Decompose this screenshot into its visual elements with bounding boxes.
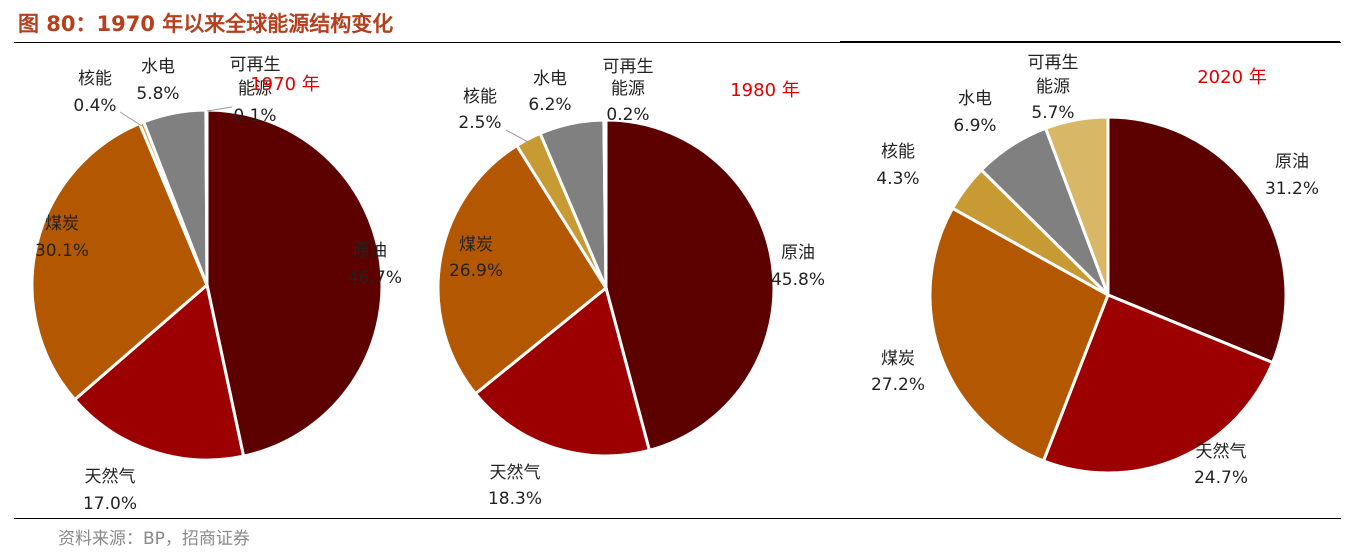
slice-label-renewables-line2: 能源 [1036, 77, 1070, 97]
slice-natural-gas [72, 282, 246, 462]
slice-label-renewables-line2: 能源 [238, 79, 272, 99]
slice-crude-oil [205, 108, 384, 458]
slice-value-hydro: 6.2% [528, 95, 571, 115]
slice-label-crude-oil: 原油 [781, 243, 815, 263]
slice-value-coal: 30.1% [35, 241, 89, 261]
slice-value-hydro: 5.8% [136, 84, 179, 104]
slice-value-nuclear: 2.5% [458, 113, 501, 133]
slice-label-nuclear: 核能 [78, 69, 112, 89]
leader-line-nuclear [505, 129, 529, 143]
slice-label-renewables-line2: 能源 [611, 79, 645, 99]
chart-year-label: 2020 年 [1197, 67, 1267, 88]
slice-natural-gas [1041, 293, 1275, 475]
slice-label-natural-gas: 天然气 [85, 467, 136, 487]
leader-line-nuclear [119, 111, 143, 127]
slice-label-natural-gas: 天然气 [490, 463, 541, 483]
leader-line-renewables [206, 106, 233, 112]
slice-label-coal: 煤炭 [459, 235, 493, 255]
slice-renewables [204, 108, 209, 286]
slice-renewables [1043, 115, 1110, 296]
slice-value-coal: 27.2% [871, 375, 925, 395]
slice-value-renewables: 5.7% [1031, 103, 1074, 123]
slice-label-crude-oil: 原油 [1275, 152, 1309, 172]
slice-crude-oil [604, 118, 776, 453]
slice-crude-oil [1106, 115, 1288, 365]
slice-label-coal: 煤炭 [45, 214, 79, 234]
slice-value-coal: 26.9% [449, 261, 503, 281]
slice-label-natural-gas: 天然气 [1196, 442, 1247, 462]
slice-coal [30, 121, 209, 402]
slice-label-renewables: 可再生 [1028, 53, 1079, 73]
slice-label-nuclear: 核能 [463, 87, 497, 107]
slice-value-hydro: 6.9% [953, 116, 996, 136]
slice-coal [436, 143, 608, 396]
slice-label-hydro: 水电 [141, 57, 175, 77]
slice-value-crude-oil: 45.8% [771, 270, 825, 290]
slice-label-hydro: 水电 [533, 69, 567, 89]
slice-renewables [602, 118, 608, 289]
chart-year-label: 1980 年 [730, 80, 800, 101]
slice-value-crude-oil: 46.7% [348, 268, 402, 288]
figure-title: 图 80：1970 年以来全球能源结构变化 [18, 12, 394, 36]
slice-natural-gas [473, 285, 652, 458]
slice-label-nuclear: 核能 [881, 142, 915, 162]
top-rule [14, 42, 1341, 43]
slice-value-nuclear: 4.3% [876, 169, 919, 189]
slice-value-crude-oil: 31.2% [1265, 179, 1319, 199]
pie-charts: 原油46.7%天然气17.0%煤炭30.1%核能0.4%水电5.8%可再生能源0… [30, 53, 1319, 514]
slice-label-renewables: 可再生 [230, 55, 281, 75]
source-note: 资料来源：BP，招商证券 [58, 529, 250, 549]
slice-value-renewables: 0.1% [233, 106, 276, 126]
chart-year-label: 1970 年 [250, 74, 320, 95]
slice-value-nuclear: 0.4% [73, 96, 116, 116]
slice-label-coal: 煤炭 [881, 349, 915, 369]
top-rule-right [840, 41, 1340, 43]
slice-value-natural-gas: 24.7% [1194, 468, 1248, 488]
slice-label-renewables: 可再生 [603, 57, 654, 77]
slice-label-hydro: 水电 [958, 89, 992, 109]
slice-value-natural-gas: 17.0% [83, 494, 137, 514]
slice-value-renewables: 0.2% [606, 105, 649, 125]
bottom-rule [14, 518, 1341, 519]
slice-label-crude-oil: 原油 [353, 241, 387, 261]
slice-value-natural-gas: 18.3% [488, 489, 542, 509]
